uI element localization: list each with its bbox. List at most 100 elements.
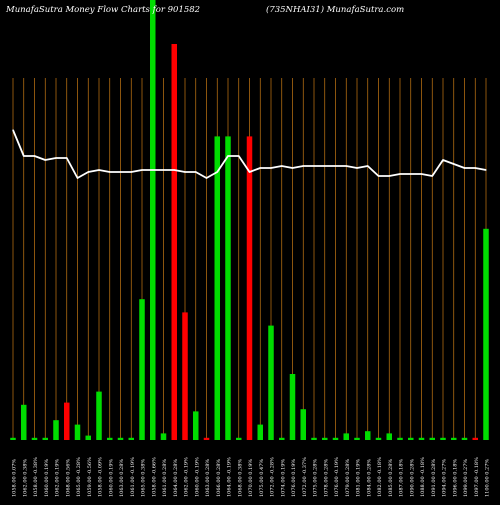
line-point — [184, 171, 186, 173]
x-tick-label: 1060.00 -0.19% — [194, 457, 200, 497]
x-tick-label: 1063.00 0.28% — [119, 459, 125, 497]
bar — [85, 435, 91, 440]
x-tick-label: 1084.00 0.28% — [366, 459, 372, 497]
bar — [21, 404, 27, 440]
bar — [74, 424, 81, 440]
line-point — [302, 165, 304, 167]
bar — [193, 411, 199, 440]
x-tick-label: 1065.00 -0.28% — [76, 457, 82, 497]
x-tick-label: 1062.00 -0.19% — [184, 457, 190, 497]
bar — [214, 136, 220, 440]
x-tick-label: 1058.00 -0.38% — [33, 457, 39, 497]
x-tick-label: 1088.00 -0.18% — [420, 457, 426, 497]
bar — [42, 437, 48, 440]
bar — [300, 409, 306, 440]
line-point — [259, 167, 261, 169]
x-tick-label: 1063.00 0.28% — [205, 459, 211, 497]
x-tick-label: 1061.00 0.28% — [162, 459, 168, 497]
bar — [182, 312, 188, 440]
line-point — [119, 171, 122, 173]
line-point — [388, 175, 390, 177]
chart-title: MunafaSutra Money Flow Charts for 901582 — [5, 5, 200, 15]
bar — [31, 437, 38, 440]
bar — [139, 299, 145, 440]
x-tick-label: 1066.00 0.28% — [216, 459, 222, 497]
bar — [96, 391, 102, 440]
line-point — [345, 165, 347, 167]
bar — [408, 437, 414, 440]
line-point — [12, 129, 14, 131]
x-tick-label: 1070.00 0.19% — [248, 459, 254, 497]
bar — [343, 433, 349, 440]
bar — [160, 433, 167, 440]
line-point — [356, 167, 358, 169]
bar — [322, 437, 328, 440]
bar — [451, 437, 457, 440]
bar — [472, 437, 478, 440]
line-point — [410, 173, 412, 175]
line-point — [270, 167, 272, 169]
bar — [461, 437, 468, 440]
bar — [418, 437, 425, 440]
line-point — [399, 173, 401, 175]
x-tick-label: 1058.00 0.07% — [12, 459, 18, 497]
x-tick-label: 1100.00 0.27% — [485, 459, 491, 497]
bar — [171, 44, 177, 440]
line-point — [377, 175, 380, 177]
bar — [440, 437, 446, 440]
x-tick-label: 1062.00 0.38% — [22, 459, 28, 497]
bar — [257, 424, 263, 440]
line-point — [87, 171, 89, 173]
line-point — [33, 155, 36, 157]
x-tick-label: 1096.00 0.18% — [452, 459, 458, 497]
x-tick-label: 1094.00 0.27% — [442, 459, 448, 497]
x-tick-label: 1090.00 0.28% — [409, 459, 415, 497]
line-series — [12, 129, 487, 179]
bar — [128, 437, 134, 440]
bar — [10, 437, 16, 440]
bar — [64, 402, 70, 440]
bar — [268, 325, 274, 440]
line-point — [195, 171, 197, 173]
bar — [332, 437, 339, 440]
line-point — [109, 171, 111, 173]
bar — [225, 136, 231, 440]
line-point — [291, 167, 294, 169]
x-tick-label: 1081.00 0.19% — [356, 459, 362, 497]
x-tick-label: 1078.00 0.28% — [323, 459, 329, 497]
line-point — [248, 171, 251, 173]
x-tick-label: 1082.00 -0.18% — [377, 457, 383, 497]
bar — [150, 0, 156, 440]
line-point — [173, 169, 175, 171]
line-point — [130, 171, 132, 173]
x-tick-label: 1085.00 0.28% — [388, 459, 394, 497]
line-point — [431, 175, 433, 177]
x-tick-label: 1097.00 -0.18% — [474, 457, 480, 497]
line-point — [216, 171, 218, 173]
x-tick-label: 1064.00 0.28% — [173, 459, 179, 497]
bar — [107, 437, 113, 440]
line-point — [141, 169, 143, 171]
x-tick-label: 1061.00 -0.19% — [130, 457, 136, 497]
line-point — [281, 165, 283, 167]
line-point — [453, 163, 455, 165]
bar — [289, 374, 296, 440]
bar — [311, 437, 317, 440]
line-point — [227, 155, 229, 157]
x-tick-label: 1068.00 0.56% — [65, 459, 71, 497]
x-tick-label: 1058.00 -0.09% — [98, 457, 104, 497]
chart-subtitle: (735NHAI31) MunafaSutra.com — [266, 4, 404, 15]
x-tick-label: 1079.00 0.28% — [345, 459, 351, 497]
line-point — [474, 167, 476, 169]
x-tick-label: 1074.00 0.19% — [280, 459, 286, 497]
bar — [397, 437, 403, 440]
line-point — [442, 159, 444, 161]
x-tick-label: 1065.00 0.38% — [141, 459, 147, 497]
x-tick-label: 1076.00 -0.19% — [334, 457, 340, 497]
line-point — [162, 169, 165, 171]
x-tick-label: 1064.00 -0.19% — [227, 457, 233, 497]
x-tick-label: 1072.00 -0.28% — [270, 457, 276, 497]
bar — [429, 437, 435, 440]
